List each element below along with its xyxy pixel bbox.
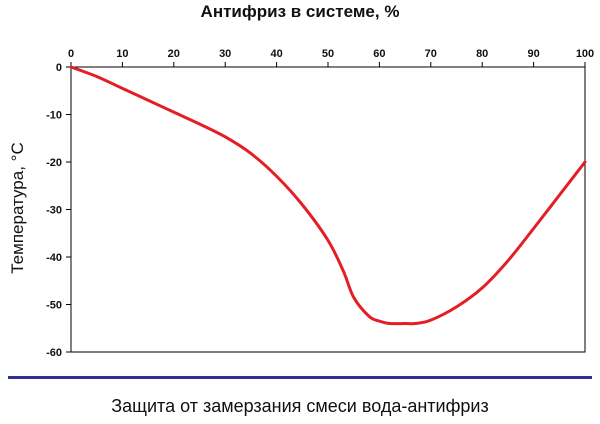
- x-tick-label: 20: [168, 48, 180, 60]
- chart-caption: Защита от замерзания смеси вода-антифриз: [111, 396, 489, 416]
- y-tick-label: -30: [46, 205, 62, 217]
- x-tick-label: 0: [68, 48, 74, 60]
- y-tick-label: 0: [56, 62, 62, 74]
- chart-title: Антифриз в системе, %: [200, 2, 400, 21]
- series-line: [69, 65, 587, 326]
- x-tick-label: 90: [527, 48, 539, 60]
- x-tick-label: 80: [476, 48, 488, 60]
- y-tick-label: -20: [46, 157, 62, 169]
- x-tick-label: 10: [116, 48, 128, 60]
- y-tick-label: -40: [46, 252, 62, 264]
- divider-rule: [8, 376, 592, 379]
- y-tick-label: -50: [46, 300, 62, 312]
- x-tick-label: 70: [425, 48, 437, 60]
- x-axis: 0 10 20 30 40 50 60 70 80 90 100: [68, 48, 594, 67]
- y-axis: 0 -10 -20 -30 -40 -50 -60: [46, 62, 71, 359]
- y-tick-label: -60: [46, 347, 62, 359]
- plot-frame: [70, 66, 586, 353]
- x-tick-label: 40: [270, 48, 282, 60]
- x-tick-label: 100: [576, 48, 594, 60]
- x-tick-label: 30: [219, 48, 231, 60]
- x-tick-label: 60: [373, 48, 385, 60]
- x-tick-label: 50: [322, 48, 334, 60]
- y-tick-label: -10: [46, 110, 62, 122]
